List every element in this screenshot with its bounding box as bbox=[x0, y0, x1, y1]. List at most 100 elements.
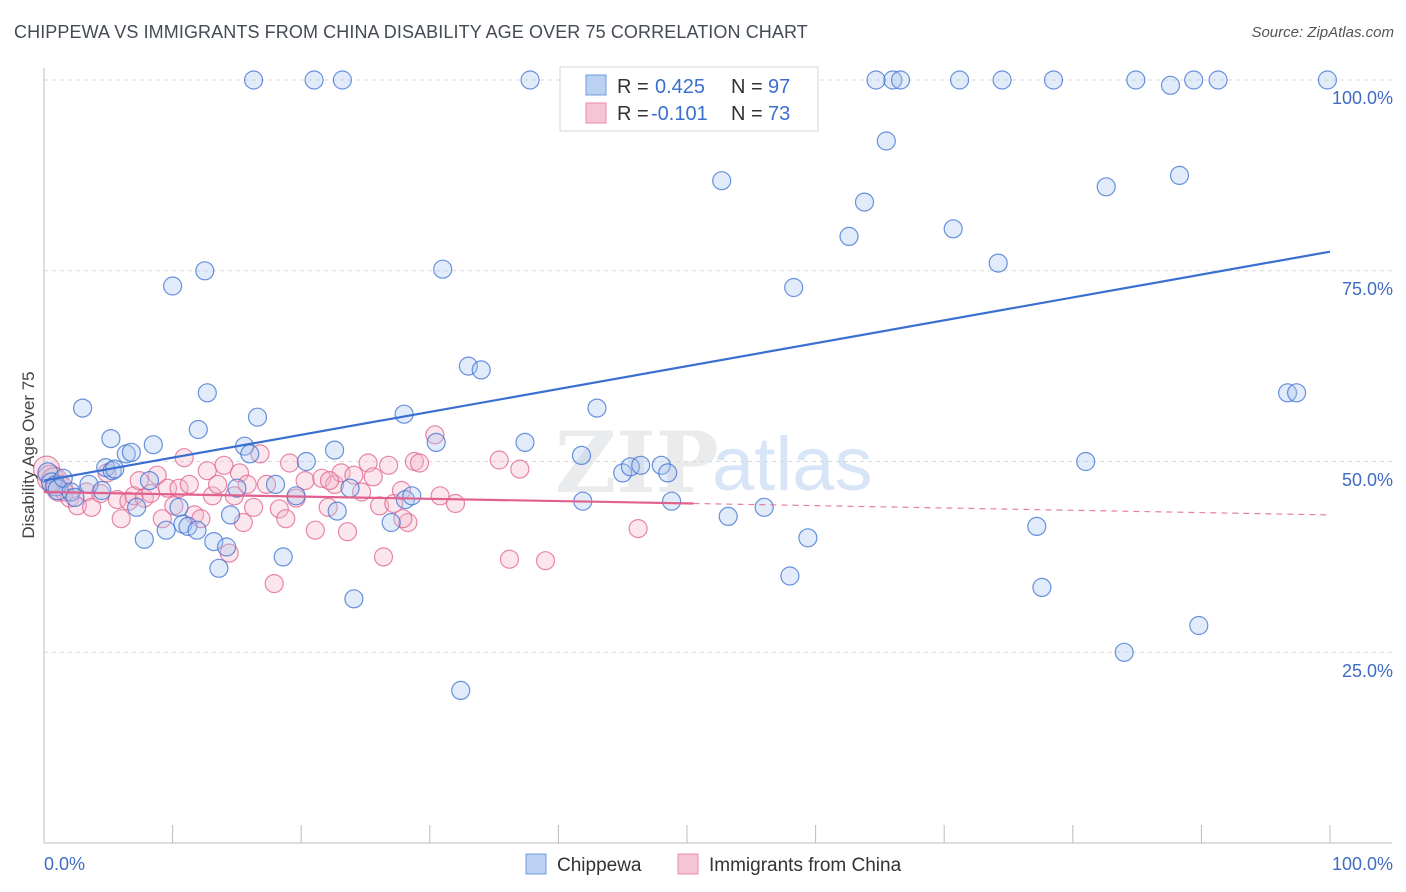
china-point-68 bbox=[510, 459, 530, 479]
chippewa-point-16 bbox=[127, 497, 147, 517]
chippewa-point-6 bbox=[65, 487, 85, 507]
chippewa-point-26 bbox=[188, 419, 208, 440]
china-point-66 bbox=[489, 450, 509, 470]
chippewa-point-87 bbox=[1114, 642, 1134, 662]
china-point-45 bbox=[305, 520, 325, 540]
axes bbox=[43, 68, 1392, 844]
china-point-71 bbox=[393, 509, 413, 529]
chippewa-point-27 bbox=[195, 261, 215, 281]
legend-n-value-china: 73 bbox=[768, 103, 790, 125]
chippewa-point-62 bbox=[620, 457, 641, 477]
chippewa-point-21 bbox=[163, 276, 183, 296]
legend-n-label-2: N = bbox=[731, 103, 763, 125]
chippewa-point-19 bbox=[143, 435, 163, 455]
china-point-55 bbox=[370, 496, 390, 516]
china-point-35 bbox=[237, 474, 257, 494]
china-point-54 bbox=[363, 467, 383, 487]
chart-title: CHIPPEWA VS IMMIGRANTS FROM CHINA DISABI… bbox=[14, 22, 808, 42]
chippewa-point-90 bbox=[1169, 165, 1190, 185]
china-point-62 bbox=[409, 453, 430, 473]
chippewa-point-2 bbox=[44, 475, 67, 497]
y-axis-label: Disability Age Over 75 bbox=[19, 371, 38, 538]
chippewa-point-3 bbox=[47, 479, 69, 501]
legend-n-value-chippewa: 97 bbox=[768, 76, 790, 98]
chippewa-point-75 bbox=[876, 131, 896, 151]
chippewa-point-51 bbox=[402, 486, 422, 506]
chippewa-point-64 bbox=[651, 455, 671, 475]
china-point-8 bbox=[81, 497, 102, 517]
chippewa-point-98 bbox=[866, 70, 886, 90]
chippewa-point-77 bbox=[890, 70, 911, 90]
china-point-56 bbox=[373, 547, 394, 567]
china-point-30 bbox=[214, 455, 234, 475]
chippewa-point-60 bbox=[587, 398, 607, 418]
chippewa-point-44 bbox=[327, 501, 347, 521]
chippewa-point-32 bbox=[220, 505, 241, 525]
china-point-20 bbox=[157, 478, 178, 498]
chippewa-point-73 bbox=[839, 226, 859, 246]
legend-r-value-chippewa: 0.425 bbox=[655, 76, 705, 98]
chippewa-point-61 bbox=[613, 463, 633, 483]
china-point-36 bbox=[244, 497, 264, 517]
chippewa-point-30 bbox=[209, 558, 229, 578]
china-trend-line-extension bbox=[693, 502, 1331, 516]
chippewa-point-74 bbox=[854, 192, 875, 212]
china-trend-line bbox=[43, 490, 694, 505]
bottom-legend-swatch-chippewa bbox=[525, 853, 547, 875]
china-point-41 bbox=[276, 509, 296, 529]
chippewa-point-82 bbox=[1027, 516, 1047, 537]
chippewa-point-58 bbox=[571, 445, 592, 465]
chippewa-point-93 bbox=[1208, 70, 1228, 90]
chippewa-point-28 bbox=[197, 383, 217, 403]
chippewa-point-18 bbox=[139, 471, 160, 491]
china-point-72 bbox=[319, 471, 340, 491]
china-point-69 bbox=[535, 551, 556, 571]
chippewa-point-7 bbox=[72, 398, 93, 418]
chippewa-point-78 bbox=[943, 219, 963, 239]
china-point-37 bbox=[250, 444, 270, 464]
y-tick-label-100: 100.0% bbox=[1332, 88, 1393, 108]
chippewa-point-47 bbox=[344, 589, 364, 609]
chippewa-point-67 bbox=[712, 171, 732, 191]
china-point-15 bbox=[129, 471, 149, 491]
china-point-12 bbox=[111, 509, 131, 529]
correlation-legend: R = 0.425 N = 97 R = -0.101 N = 73 bbox=[559, 66, 819, 132]
chippewa-point-15 bbox=[121, 442, 141, 462]
china-point-33 bbox=[229, 463, 250, 483]
y-tick-label-75: 75.0% bbox=[1342, 279, 1393, 299]
china-point-40 bbox=[269, 499, 289, 519]
chippewa-point-68 bbox=[718, 506, 738, 527]
chippewa-point-63 bbox=[631, 455, 651, 475]
chippewa-point-36 bbox=[247, 407, 268, 427]
chippewa-point-33 bbox=[227, 478, 247, 498]
chippewa-point-85 bbox=[1076, 451, 1096, 472]
chippewa-point-81 bbox=[992, 70, 1012, 90]
x-tick-label-max: 100.0% bbox=[1332, 854, 1393, 874]
legend-n-label-1: N = bbox=[731, 76, 763, 98]
watermark-atlas: atlas bbox=[712, 422, 873, 507]
legend-r-value-china: -0.101 bbox=[651, 103, 708, 125]
china-point-60 bbox=[398, 512, 418, 533]
chippewa-point-53 bbox=[433, 259, 453, 279]
chippewa-point-95 bbox=[1286, 383, 1307, 403]
legend-swatch-chippewa bbox=[585, 74, 607, 96]
chippewa-point-76 bbox=[883, 70, 903, 90]
china-point-24 bbox=[179, 474, 199, 494]
chippewa-point-41 bbox=[296, 451, 316, 472]
china-point-29 bbox=[208, 474, 228, 494]
chippewa-point-96 bbox=[1317, 70, 1338, 90]
chippewa-points bbox=[37, 70, 1338, 701]
chippewa-point-45 bbox=[332, 70, 352, 90]
china-point-70 bbox=[628, 518, 648, 539]
chippewa-point-49 bbox=[394, 404, 414, 424]
chippewa-point-31 bbox=[217, 537, 237, 557]
chippewa-point-84 bbox=[1043, 70, 1064, 90]
chippewa-point-70 bbox=[780, 566, 800, 586]
legend-r-label-2: R = bbox=[617, 103, 649, 125]
chippewa-point-54 bbox=[451, 680, 471, 701]
chippewa-point-91 bbox=[1184, 70, 1204, 90]
chippewa-point-9 bbox=[92, 480, 112, 501]
china-point-67 bbox=[499, 549, 520, 569]
chippewa-point-39 bbox=[273, 547, 293, 567]
